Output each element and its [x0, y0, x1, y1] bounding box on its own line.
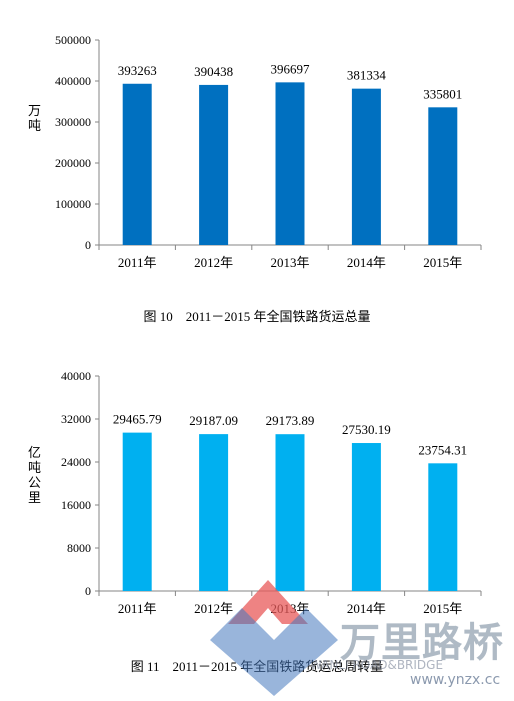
bar — [428, 463, 458, 591]
y-axis-label: 亿吨公里 — [28, 446, 42, 506]
y-tick-label: 0 — [85, 584, 91, 598]
x-tick-label: 2015年 — [423, 255, 462, 270]
data-label: 29187.09 — [189, 413, 238, 428]
x-tick-label: 2014年 — [347, 255, 386, 270]
y-tick-label: 16000 — [61, 498, 91, 512]
x-tick-label: 2011年 — [118, 601, 157, 616]
y-tick-label: 400000 — [55, 74, 91, 88]
y-axis-label: 万吨 — [28, 104, 42, 134]
bar — [275, 82, 305, 245]
y-tick-label: 40000 — [61, 369, 91, 383]
data-label: 390438 — [194, 64, 233, 79]
y-tick-label: 100000 — [55, 197, 91, 211]
x-tick-label: 2014年 — [347, 601, 386, 616]
bar — [122, 432, 152, 591]
data-label: 27530.19 — [342, 422, 391, 437]
data-label: 393263 — [118, 63, 157, 78]
y-tick-label: 24000 — [61, 455, 91, 469]
y-tick-label: 500000 — [55, 33, 91, 47]
y-tick-label: 0 — [85, 238, 91, 252]
y-tick-label: 32000 — [61, 412, 91, 426]
data-label: 29465.79 — [113, 412, 162, 427]
data-label: 396697 — [271, 61, 311, 76]
bar — [351, 88, 381, 245]
x-tick-label: 2015年 — [423, 601, 462, 616]
data-label: 29173.89 — [266, 413, 315, 428]
data-label: 381334 — [347, 68, 387, 83]
y-tick-label: 8000 — [67, 541, 91, 555]
figure-caption: 图 11 2011－2015 年全国铁路货运总周转量 — [130, 659, 384, 674]
x-tick-label: 2013年 — [270, 255, 309, 270]
data-label: 335801 — [423, 86, 462, 101]
x-tick-label: 2011年 — [118, 255, 157, 270]
bar — [199, 434, 229, 591]
x-tick-label: 2013年 — [270, 601, 309, 616]
x-tick-label: 2012年 — [194, 255, 233, 270]
chart-freight-volume: 0 100000 200000 300000 400000 500000 393263 201… — [55, 33, 482, 270]
bar — [122, 83, 152, 245]
bar — [351, 443, 381, 591]
chart-freight-turnover: 0 8000 16000 24000 32000 40000 29465.79 2011年 29… — [61, 369, 482, 616]
y-tick-label: 300000 — [55, 115, 91, 129]
x-tick-label: 2012年 — [194, 601, 233, 616]
bar — [199, 84, 229, 246]
bar — [428, 107, 458, 245]
y-tick-label: 200000 — [55, 156, 91, 170]
data-label: 23754.31 — [418, 442, 467, 457]
bar — [275, 434, 305, 591]
figure-caption: 图 10 2011－2015 年全国铁路货运总量 — [143, 309, 371, 324]
